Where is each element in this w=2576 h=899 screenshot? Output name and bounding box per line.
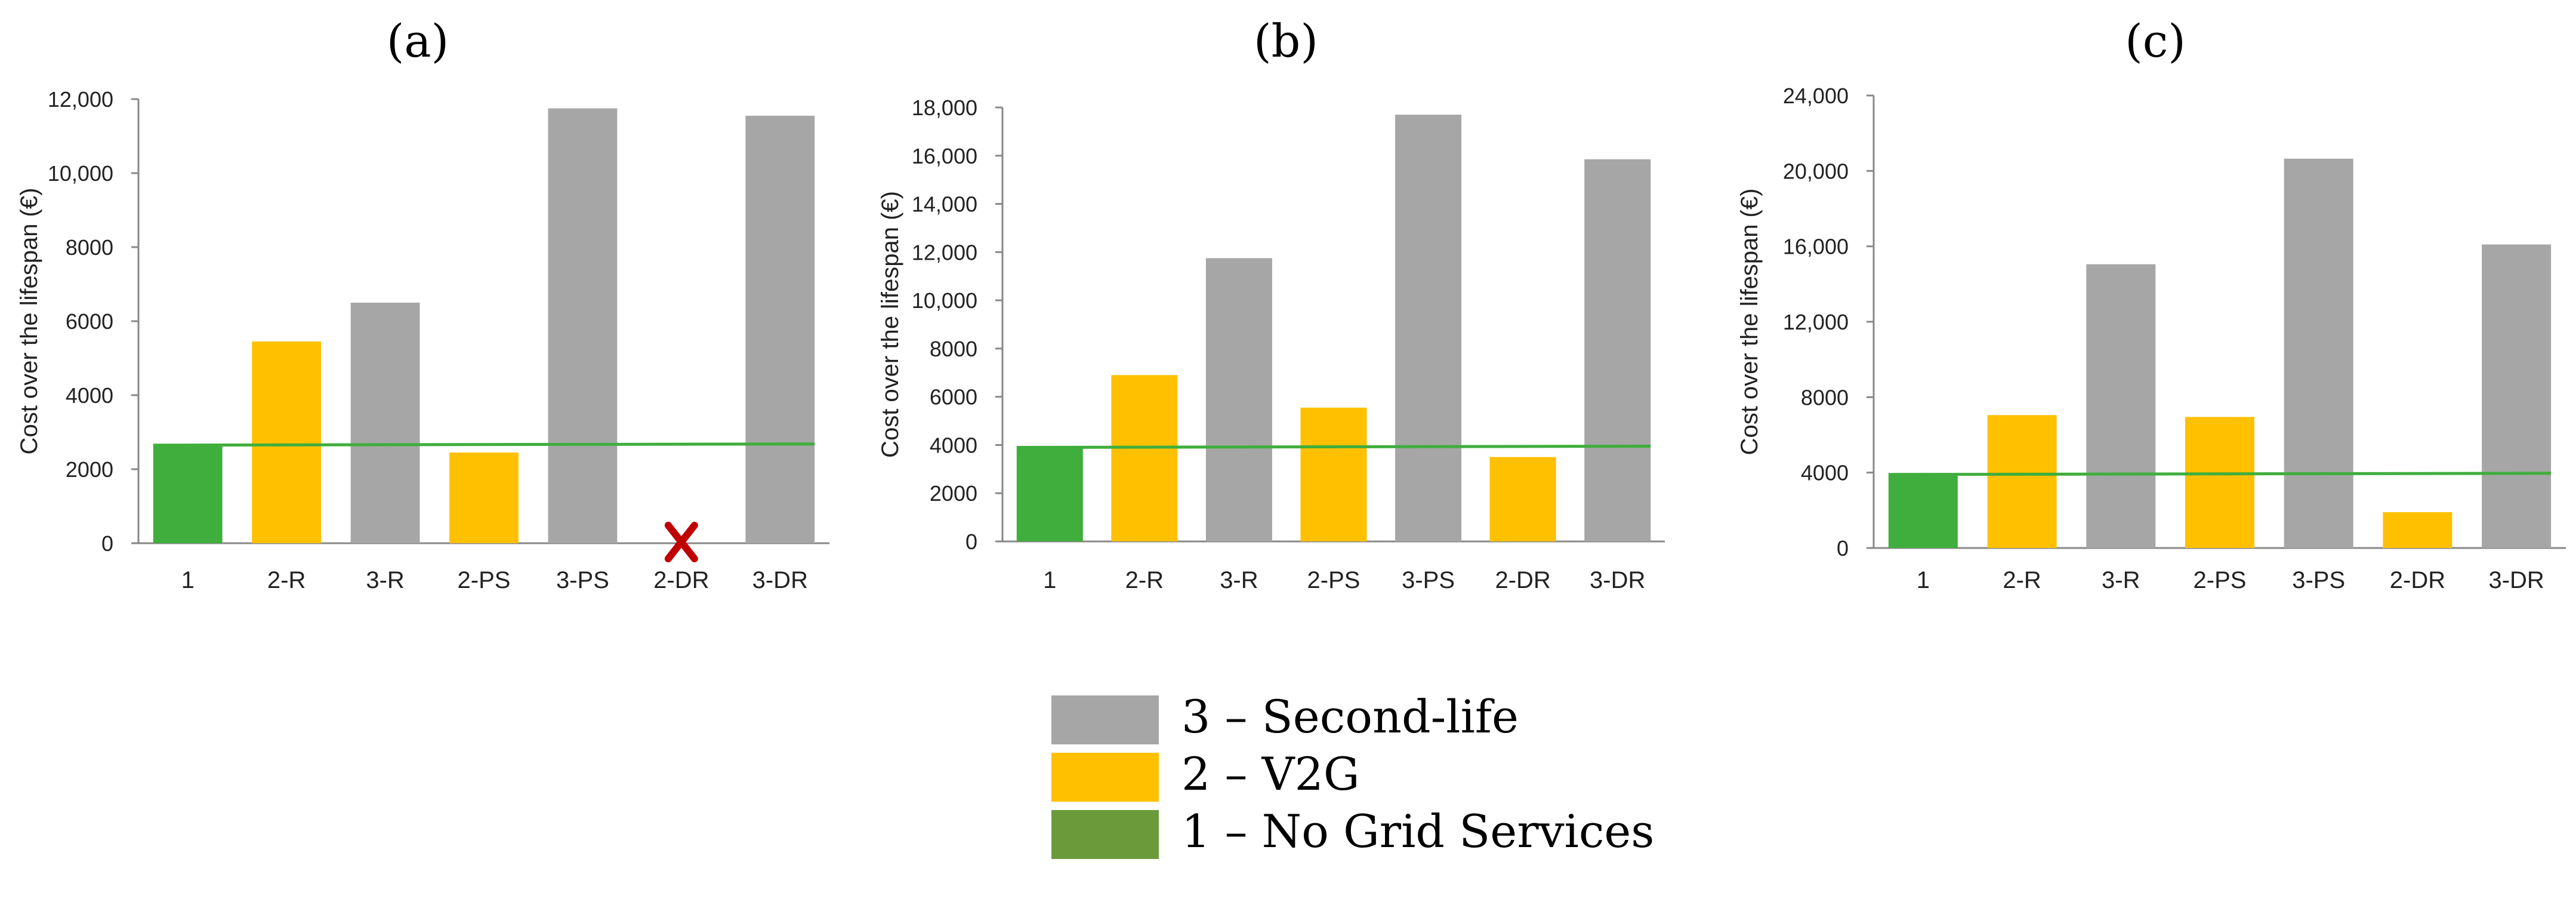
bar-3-ps: [2284, 158, 2353, 548]
excluded-x-icon: [664, 522, 698, 562]
panel-title: (a): [387, 14, 449, 67]
legend-item: 3 – Second-life: [1051, 690, 1519, 744]
x-tick-label: 2-R: [2003, 567, 2041, 593]
y-tick-label: 14,000: [912, 192, 977, 217]
y-tick-label: 24,000: [1783, 84, 1849, 108]
y-tick-label: 20,000: [1783, 159, 1849, 183]
x-tick-label: 2-PS: [1307, 567, 1361, 593]
y-tick-label: 12,000: [1783, 310, 1849, 334]
x-tick-label: 2-R: [267, 567, 306, 593]
y-tick-label: 8000: [66, 235, 113, 260]
x-tick-label: 3-DR: [2488, 567, 2544, 593]
panel-title: (c): [2125, 14, 2186, 67]
bar-3-r: [350, 303, 420, 543]
baseline-line: [153, 442, 815, 447]
bar-1: [1016, 447, 1083, 541]
baseline-line: [1016, 444, 1651, 449]
bar-2-dr: [2383, 512, 2452, 548]
legend-swatch: [1051, 753, 1159, 802]
y-tick-label: 6000: [930, 385, 977, 410]
y-tick-label: 18,000: [912, 96, 977, 120]
bar-1: [1888, 474, 1958, 548]
legend-swatch: [1051, 695, 1159, 744]
bar-3-r: [1205, 258, 1272, 541]
bar-3-ps: [1395, 115, 1462, 541]
y-tick-label: 0: [101, 531, 113, 556]
x-tick-label: 3-R: [2102, 567, 2140, 593]
bar-2-ps: [1300, 407, 1367, 541]
y-tick-label: 4000: [1801, 461, 1849, 485]
legend-swatch: [1051, 810, 1159, 859]
y-tick-label: 10,000: [48, 161, 113, 186]
y-tick-label: 4000: [66, 383, 113, 408]
legend-label: 1 – No Grid Services: [1181, 805, 1654, 858]
panel-title: (b): [1254, 14, 1318, 67]
bar-1: [153, 445, 223, 543]
legend-item: 1 – No Grid Services: [1051, 805, 1654, 859]
y-tick-label: 0: [1837, 536, 1849, 561]
y-axis-label: Cost over the lifespan (€): [877, 191, 903, 458]
bar-3-ps: [548, 108, 618, 543]
x-tick-label: 3-DR: [752, 567, 808, 593]
bar-3-dr: [2482, 244, 2552, 548]
x-tick-label: 1: [1043, 567, 1056, 593]
bar-2-r: [1987, 415, 2057, 548]
y-tick-label: 16,000: [1783, 235, 1849, 259]
legend-item: 2 – V2G: [1051, 747, 1360, 802]
bar-2-r: [252, 341, 322, 543]
excluded-x-stroke: [664, 522, 698, 562]
x-tick-label: 2-R: [1125, 567, 1164, 593]
y-tick-label: 8000: [1801, 385, 1849, 410]
bar-2-r: [1111, 375, 1178, 541]
legend-label: 3 – Second-life: [1181, 690, 1519, 743]
panel-b: (b) Cost over the lifespan (€) 0 2000 4000 60…: [877, 14, 1665, 593]
y-tick-label: 10,000: [912, 288, 977, 313]
y-axis-label: Cost over the lifespan (€): [1736, 189, 1763, 455]
chart-panels: (a) Cost over the lifespan (€) 0 2000 4000 60…: [16, 14, 2566, 593]
y-tick-label: 12,000: [912, 240, 977, 264]
y-axis-label: Cost over the lifespan (€): [16, 188, 42, 455]
x-tick-label: 3-PS: [556, 567, 609, 593]
panel-c: (c)Cost over the lifespan (€)04000800012…: [1736, 14, 2566, 593]
legend-label: 2 – V2G: [1181, 747, 1360, 801]
y-tick-label: 2000: [66, 457, 113, 482]
bar-2-ps: [2185, 417, 2254, 548]
x-tick-label: 3-R: [1220, 567, 1258, 593]
x-tick-label: 1: [1917, 567, 1930, 593]
x-tick-label: 3-PS: [1402, 567, 1455, 593]
panel-a: (a) Cost over the lifespan (€) 0 2000 4000 60…: [16, 14, 829, 593]
bar-3-dr: [745, 115, 815, 543]
bar-2-ps: [449, 452, 519, 543]
x-tick-label: 2-DR: [653, 567, 709, 593]
x-tick-label: 2-PS: [458, 567, 511, 593]
x-tick-label: 3-R: [366, 567, 404, 593]
y-tick-label: 16,000: [912, 144, 977, 168]
x-tick-label: 2-PS: [2194, 567, 2247, 593]
baseline-line: [1888, 472, 2552, 476]
y-tick-label: 6000: [66, 309, 113, 334]
x-tick-label: 2-DR: [1495, 567, 1550, 593]
x-tick-label: 1: [181, 567, 195, 593]
x-tick-label: 3-PS: [2292, 567, 2345, 593]
x-tick-label: 2-DR: [2390, 567, 2445, 593]
bar-3-r: [2086, 264, 2156, 548]
bar-3-dr: [1584, 159, 1651, 541]
y-tick-label: 12,000: [48, 87, 113, 112]
y-tick-label: 4000: [930, 433, 977, 457]
bar-2-dr: [1489, 457, 1556, 541]
y-tick-label: 8000: [930, 337, 977, 361]
y-tick-label: 2000: [930, 481, 977, 506]
y-tick-label: 0: [965, 529, 977, 554]
x-tick-label: 3-DR: [1590, 567, 1645, 593]
